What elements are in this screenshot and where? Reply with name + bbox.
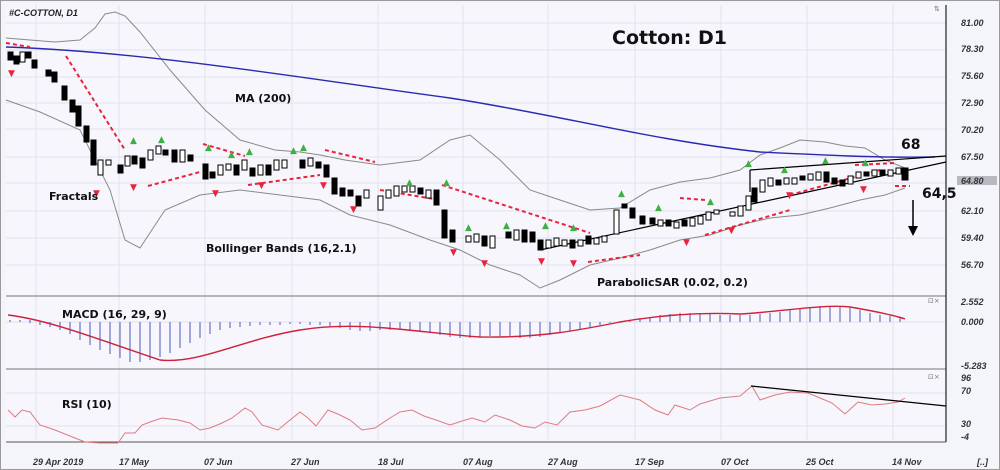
level-68-label: 68 bbox=[901, 137, 920, 153]
svg-text:▲: ▲ bbox=[570, 223, 577, 233]
current-price-tag bbox=[957, 176, 997, 185]
svg-text:▲: ▲ bbox=[822, 156, 829, 166]
svg-text:17 May: 17 May bbox=[119, 457, 150, 467]
bollinger-bands bbox=[5, 11, 906, 289]
svg-text:▲: ▲ bbox=[228, 150, 235, 160]
svg-text:▼: ▼ bbox=[786, 191, 793, 201]
svg-text:2.552: 2.552 bbox=[960, 297, 984, 307]
candlesticks bbox=[7, 51, 909, 251]
svg-text:96: 96 bbox=[961, 373, 972, 383]
svg-text:29 Apr 2019: 29 Apr 2019 bbox=[32, 457, 83, 467]
svg-text:14 Nov: 14 Nov bbox=[892, 457, 923, 467]
svg-text:▲: ▲ bbox=[781, 165, 788, 175]
svg-text:0.000: 0.000 bbox=[961, 317, 984, 327]
svg-text:▲: ▲ bbox=[300, 143, 307, 153]
svg-text:59.40: 59.40 bbox=[961, 233, 984, 243]
svg-text:27 Aug: 27 Aug bbox=[547, 457, 578, 467]
macd-label: MACD (16, 29, 9) bbox=[62, 308, 167, 321]
svg-text:▼: ▼ bbox=[8, 69, 15, 79]
svg-text:▲: ▲ bbox=[465, 223, 472, 233]
svg-text:▼: ▼ bbox=[860, 185, 867, 195]
corner-label[interactable]: [..] bbox=[976, 457, 989, 467]
svg-text:▲: ▲ bbox=[130, 136, 137, 146]
svg-text:▲: ▲ bbox=[618, 189, 625, 199]
svg-text:▲: ▲ bbox=[158, 135, 165, 145]
macd-panel: MACD (16, 29, 9) 2.552 0.000 -5.283 bbox=[7, 297, 987, 371]
svg-text:▲: ▲ bbox=[655, 203, 662, 213]
rsi-panel: RSI (10) 96 70 30 -4 bbox=[7, 373, 972, 444]
fractal-markers: ▲ ▲▲ ▲ ▲ ▲ ▲▲ ▲ ▲ ▲ ▲ ▲▲▲ ▲▲▲ ▲ ▲ ▼▼▼ ▼▼ ▼ ▼▼▼ ▼… bbox=[8, 69, 869, 269]
svg-text:07 Aug: 07 Aug bbox=[463, 457, 493, 467]
svg-text:▲: ▲ bbox=[542, 221, 549, 231]
chart-title: Cotton: D1 bbox=[612, 27, 727, 49]
svg-text:▼: ▼ bbox=[212, 189, 219, 199]
rsi-line bbox=[7, 385, 906, 444]
svg-text:▼: ▼ bbox=[130, 183, 137, 193]
svg-text:07 Jun: 07 Jun bbox=[204, 457, 233, 467]
forecast-down-arrow bbox=[908, 200, 918, 236]
svg-text:▲: ▲ bbox=[443, 178, 450, 188]
svg-text:27 Jun: 27 Jun bbox=[290, 457, 320, 467]
svg-text:▲: ▲ bbox=[503, 221, 510, 231]
svg-text:▼: ▼ bbox=[683, 238, 690, 248]
svg-text:30: 30 bbox=[961, 419, 971, 429]
rsi-panel-icon[interactable]: ⊡× bbox=[928, 373, 940, 381]
panel-resize-icon[interactable]: ⇅ bbox=[934, 5, 940, 13]
svg-text:25 Oct: 25 Oct bbox=[805, 457, 835, 467]
svg-text:▲: ▲ bbox=[246, 147, 253, 157]
svg-text:56.70: 56.70 bbox=[961, 260, 984, 270]
svg-text:▼: ▼ bbox=[450, 248, 457, 258]
svg-text:▼: ▼ bbox=[538, 257, 545, 267]
macd-panel-icon[interactable]: ⊡× bbox=[928, 297, 940, 305]
svg-text:▲: ▲ bbox=[707, 197, 714, 207]
svg-text:18 Jul: 18 Jul bbox=[378, 457, 404, 467]
rsi-label: RSI (10) bbox=[62, 398, 112, 411]
svg-text:▼: ▼ bbox=[570, 259, 577, 269]
sar-label: ParabolicSAR (0.02, 0.2) bbox=[597, 276, 748, 289]
svg-text:▼: ▼ bbox=[481, 259, 488, 269]
ma-label: MA (200) bbox=[235, 92, 291, 105]
fractals-label: Fractals bbox=[49, 190, 99, 203]
svg-text:78.30: 78.30 bbox=[961, 44, 984, 54]
svg-text:62.10: 62.10 bbox=[961, 206, 984, 216]
svg-text:▼: ▼ bbox=[728, 226, 735, 236]
svg-text:-5.283: -5.283 bbox=[961, 361, 987, 371]
time-axis: 29 Apr 2019 17 May 07 Jun 27 Jun 18 Jul … bbox=[32, 457, 989, 467]
svg-text:▼: ▼ bbox=[258, 181, 265, 191]
svg-text:▲: ▲ bbox=[862, 158, 869, 168]
price-axis: 81.00 78.30 75.60 72.90 70.20 67.50 64.8… bbox=[957, 18, 997, 270]
rsi-trendline bbox=[750, 385, 947, 407]
svg-text:81.00: 81.00 bbox=[961, 18, 984, 28]
level-645-label: 64,5 bbox=[922, 186, 957, 202]
symbol-label: #C-COTTON, D1 bbox=[9, 8, 78, 18]
svg-text:75.60: 75.60 bbox=[961, 71, 984, 81]
ma200-line bbox=[5, 46, 936, 158]
svg-text:▼: ▼ bbox=[93, 189, 100, 199]
svg-text:07 Oct: 07 Oct bbox=[721, 457, 750, 467]
svg-text:-4: -4 bbox=[961, 432, 969, 442]
svg-text:70: 70 bbox=[961, 386, 971, 396]
svg-text:17 Sep: 17 Sep bbox=[635, 457, 665, 467]
bollinger-label: Bollinger Bands (16,2.1) bbox=[206, 242, 357, 255]
svg-text:▲: ▲ bbox=[290, 146, 297, 156]
svg-text:▼: ▼ bbox=[320, 181, 327, 191]
svg-text:▼: ▼ bbox=[350, 205, 357, 215]
svg-text:▲: ▲ bbox=[406, 178, 413, 188]
macd-signal-line bbox=[7, 305, 906, 362]
svg-text:▲: ▲ bbox=[205, 143, 212, 153]
svg-text:64.80: 64.80 bbox=[961, 176, 984, 186]
svg-text:72.90: 72.90 bbox=[961, 98, 984, 108]
svg-text:▲: ▲ bbox=[745, 159, 752, 169]
svg-text:67.50: 67.50 bbox=[961, 152, 984, 162]
svg-text:70.20: 70.20 bbox=[961, 125, 984, 135]
